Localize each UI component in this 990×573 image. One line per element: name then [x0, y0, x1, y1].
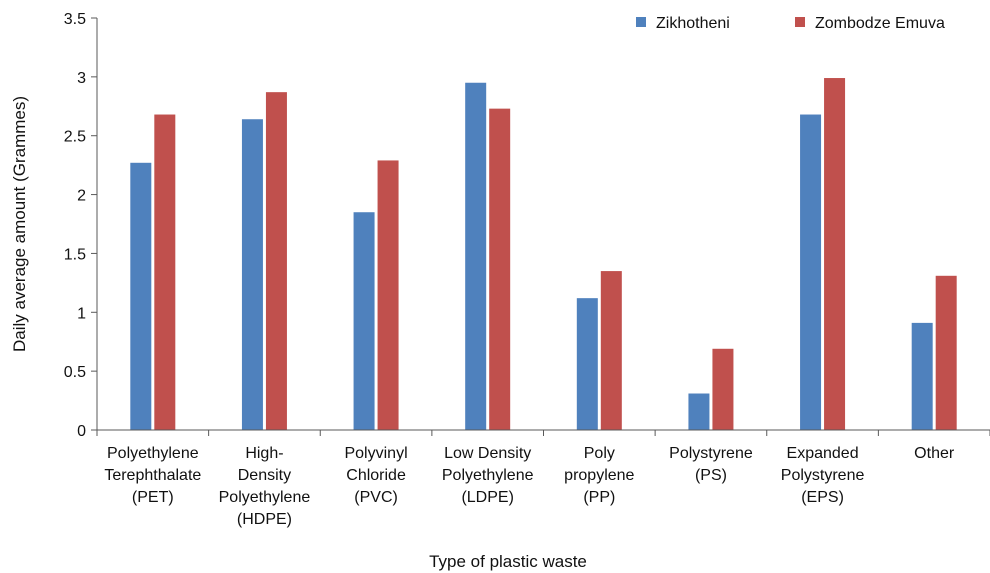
- bar-series-2: [712, 348, 734, 430]
- bar-series-1: [130, 162, 152, 430]
- x-axis-title: Type of plastic waste: [429, 552, 587, 571]
- category-label: Polyethylene Terephthalate (PET): [104, 445, 201, 506]
- legend-swatch: [636, 17, 646, 27]
- y-axis-ticks: 0 0.5 1 1.5 2 2.5 3 3.5: [64, 11, 97, 440]
- bar-series-1: [465, 82, 487, 430]
- bar-series-2: [265, 92, 287, 430]
- category-label: High-Density Polyethylene (HDPE): [219, 445, 311, 528]
- category-label: Low Density Polyethylene (LDPE): [442, 445, 534, 506]
- y-tick-label: 3: [77, 70, 86, 87]
- category-label: Polyvinyl Chloride (PVC): [344, 445, 407, 506]
- bar-series-1: [576, 298, 598, 430]
- bar-series-1: [688, 393, 710, 430]
- bar-series-1: [241, 119, 263, 430]
- bar-series-1: [911, 322, 933, 430]
- bar-series-1: [353, 212, 375, 430]
- category-label: Polystyrene (PS): [669, 445, 753, 484]
- y-tick-label: 1: [77, 305, 86, 322]
- y-tick-label: 0.5: [64, 364, 86, 381]
- bar-series-2: [600, 271, 622, 430]
- bars: [130, 78, 957, 431]
- legend-label: Zombodze Emuva: [815, 15, 945, 32]
- bar-series-1: [800, 114, 822, 431]
- bar-series-2: [377, 160, 399, 431]
- bar-series-2: [154, 114, 176, 431]
- category-label: Expanded Polystyrene (EPS): [781, 445, 865, 506]
- category-label: Other: [914, 445, 955, 462]
- y-tick-label: 0: [77, 423, 86, 440]
- x-axis-ticks: [96, 430, 990, 436]
- category-labels: Polyethylene Terephthalate (PET) High-Densi…: [104, 445, 955, 528]
- y-tick-label: 2: [77, 188, 86, 205]
- legend-label: Zikhotheni: [656, 15, 730, 32]
- category-label: Poly propylene (PP): [564, 445, 634, 506]
- y-axis-title: Daily average amount (Grammes): [10, 96, 29, 352]
- bar-series-2: [935, 275, 957, 430]
- bar-series-2: [489, 108, 511, 430]
- bar-series-2: [824, 78, 846, 430]
- legend-swatch: [795, 17, 805, 27]
- axes: [96, 18, 990, 431]
- y-tick-label: 1.5: [64, 246, 86, 263]
- y-tick-label: 2.5: [64, 129, 86, 146]
- legend: Zikhotheni Zombodze Emuva: [636, 15, 945, 32]
- y-tick-label: 3.5: [64, 11, 86, 28]
